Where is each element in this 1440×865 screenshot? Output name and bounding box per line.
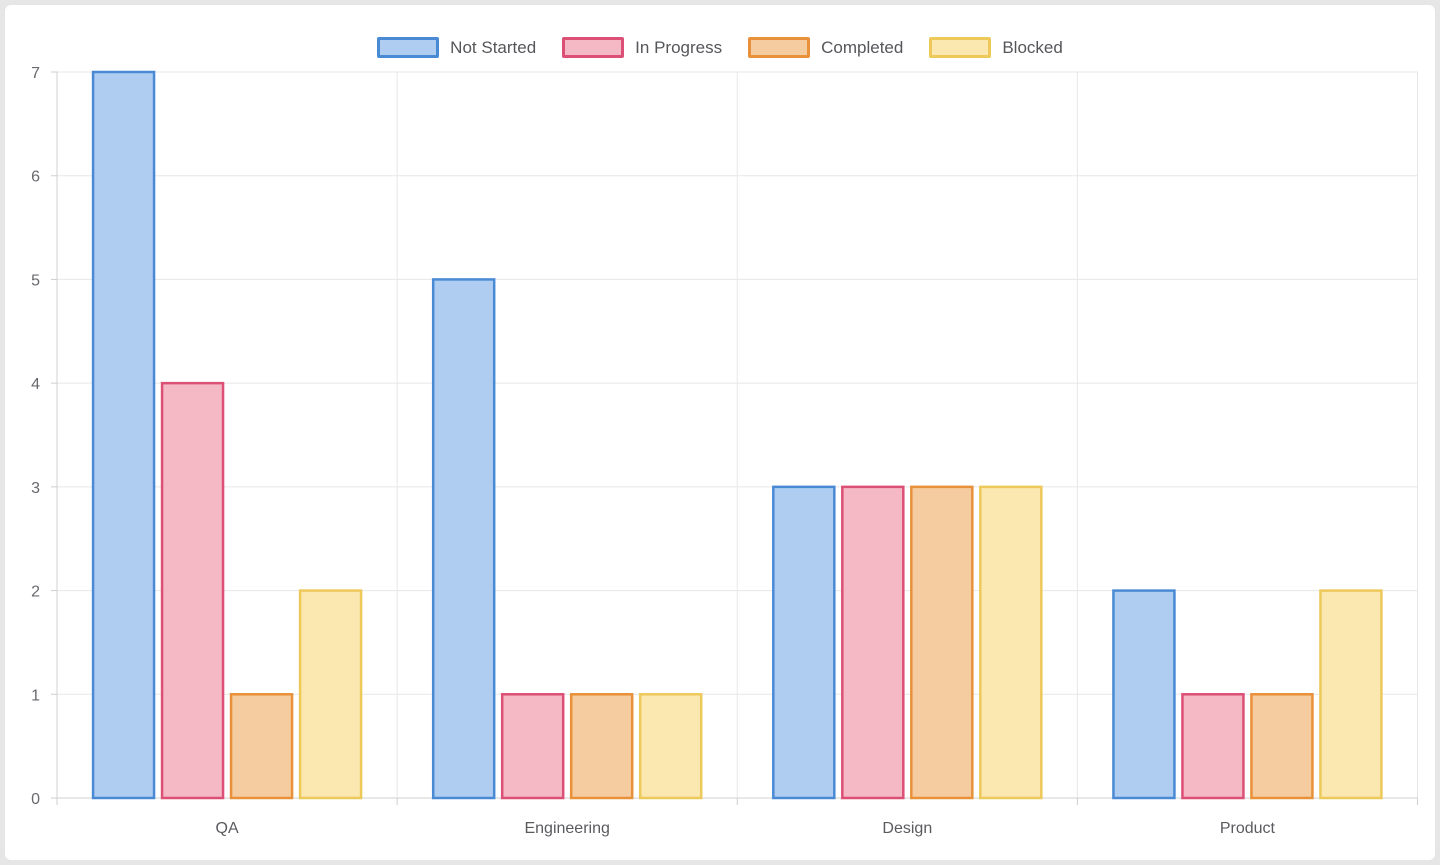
bar-product-completed[interactable] bbox=[1250, 693, 1314, 800]
legend-item-blocked[interactable]: Blocked bbox=[929, 37, 1063, 58]
legend-item-in-progress[interactable]: In Progress bbox=[562, 37, 722, 58]
chart-legend: Not Started In Progress Completed Blocked bbox=[5, 37, 1435, 58]
x-axis-label-design: Design bbox=[882, 820, 932, 837]
y-axis-tick-label: 1 bbox=[31, 687, 40, 704]
bar-product-not-started[interactable] bbox=[1112, 589, 1176, 800]
bar-engineering-in-progress[interactable] bbox=[500, 693, 565, 800]
legend-swatch-in-progress bbox=[562, 37, 625, 58]
legend-item-completed[interactable]: Completed bbox=[748, 37, 903, 58]
y-axis-tick-label: 5 bbox=[31, 272, 40, 289]
legend-swatch-completed bbox=[748, 37, 811, 58]
bar-product-in-progress[interactable] bbox=[1181, 693, 1245, 800]
y-axis-tick-label: 6 bbox=[31, 169, 40, 186]
bar-qa-completed[interactable] bbox=[229, 693, 294, 800]
y-axis-tick-label: 4 bbox=[31, 376, 40, 393]
bar-design-not-started[interactable] bbox=[772, 485, 836, 800]
y-axis-tick-label: 0 bbox=[31, 791, 40, 808]
legend-swatch-not-started bbox=[377, 37, 440, 58]
bar-engineering-completed[interactable] bbox=[569, 693, 634, 800]
legend-swatch-blocked bbox=[929, 37, 992, 58]
bar-product-blocked[interactable] bbox=[1319, 589, 1383, 800]
chart-card: 0 1 2 3 4 5 6 7 QA Engineering Design Product Not S… bbox=[5, 5, 1435, 860]
y-axis-tick-label: 2 bbox=[31, 584, 40, 601]
x-axis-label-engineering: Engineering bbox=[524, 820, 609, 837]
legend-label: Not Started bbox=[450, 37, 537, 57]
bar-engineering-not-started[interactable] bbox=[431, 278, 496, 800]
x-axis-label-qa: QA bbox=[216, 820, 239, 837]
y-axis-tick-label: 7 bbox=[31, 65, 40, 82]
bar-design-blocked[interactable] bbox=[979, 485, 1043, 800]
y-axis-tick-label: 3 bbox=[31, 480, 40, 497]
bar-qa-in-progress[interactable] bbox=[160, 381, 225, 800]
bar-chart: 0 1 2 3 4 5 6 7 QA Engineering Design Product bbox=[31, 65, 1418, 837]
x-axis-label-product: Product bbox=[1220, 820, 1276, 837]
bar-qa-not-started[interactable] bbox=[91, 70, 156, 800]
legend-label: Completed bbox=[821, 37, 904, 57]
bar-design-completed[interactable] bbox=[910, 485, 974, 800]
legend-label: In Progress bbox=[635, 37, 723, 57]
legend-label: Blocked bbox=[1002, 37, 1063, 57]
bar-engineering-blocked[interactable] bbox=[638, 693, 703, 800]
bar-qa-blocked[interactable] bbox=[298, 589, 363, 800]
legend-item-not-started[interactable]: Not Started bbox=[377, 37, 536, 58]
bar-design-in-progress[interactable] bbox=[841, 485, 905, 800]
